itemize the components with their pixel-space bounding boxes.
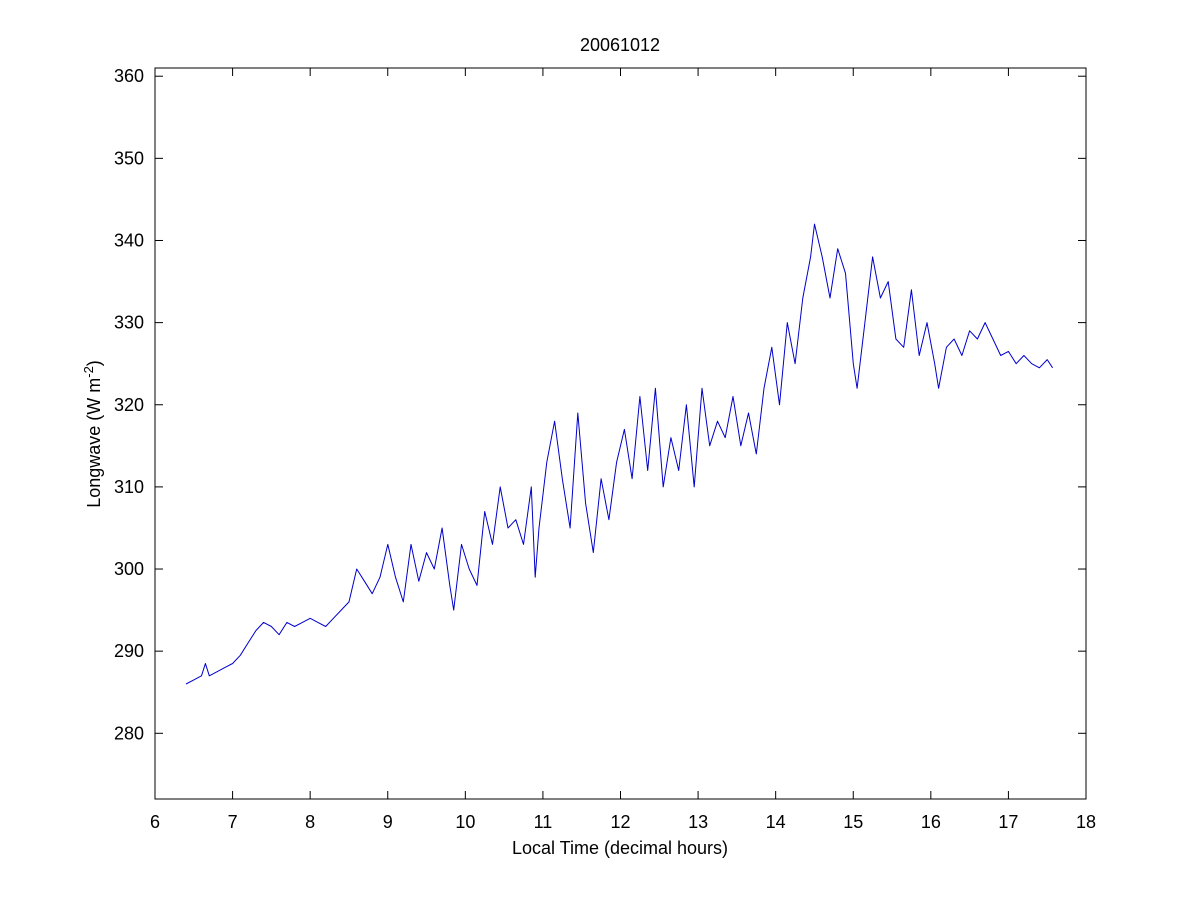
x-tick-label: 7: [228, 812, 238, 832]
x-tick-label: 10: [455, 812, 475, 832]
y-tick-label: 300: [114, 559, 144, 579]
x-tick-label: 13: [688, 812, 708, 832]
x-tick-label: 9: [383, 812, 393, 832]
y-tick-label: 320: [114, 395, 144, 415]
plot-area: [154, 67, 1087, 800]
y-axis-label-exponent: -2: [81, 366, 96, 378]
y-tick-label: 310: [114, 477, 144, 497]
axes: 6 7 8 9 10 11 12 13 14 15 16 17 18 280 290 300 310 320 330…: [114, 66, 1096, 832]
x-axis-label: Local Time (decimal hours): [512, 838, 728, 858]
longwave-series-line: [185, 223, 1054, 685]
x-tick-label: 14: [766, 812, 786, 832]
x-tick-label: 6: [150, 812, 160, 832]
x-tick-label: 17: [998, 812, 1018, 832]
x-tick-label: 12: [610, 812, 630, 832]
chart-title: 20061012: [580, 35, 660, 55]
x-tick-label: 15: [843, 812, 863, 832]
y-tick-label: 330: [114, 313, 144, 333]
x-tick-label: 16: [921, 812, 941, 832]
y-axis-label-close: ): [84, 360, 104, 366]
y-axis-label-text: Longwave (W m: [84, 378, 104, 508]
y-tick-label: 280: [114, 723, 144, 743]
x-tick-label: 11: [534, 812, 553, 832]
y-tick-label: 360: [114, 66, 144, 86]
y-tick-label: 290: [114, 641, 144, 661]
y-tick-label: 350: [114, 148, 144, 168]
y-tick-label: 340: [114, 230, 144, 250]
series-layer: [185, 223, 1054, 685]
x-tick-label: 8: [305, 812, 315, 832]
x-tick-label: 18: [1076, 812, 1096, 832]
y-axis-label: Longwave (W m-2): [81, 360, 104, 508]
